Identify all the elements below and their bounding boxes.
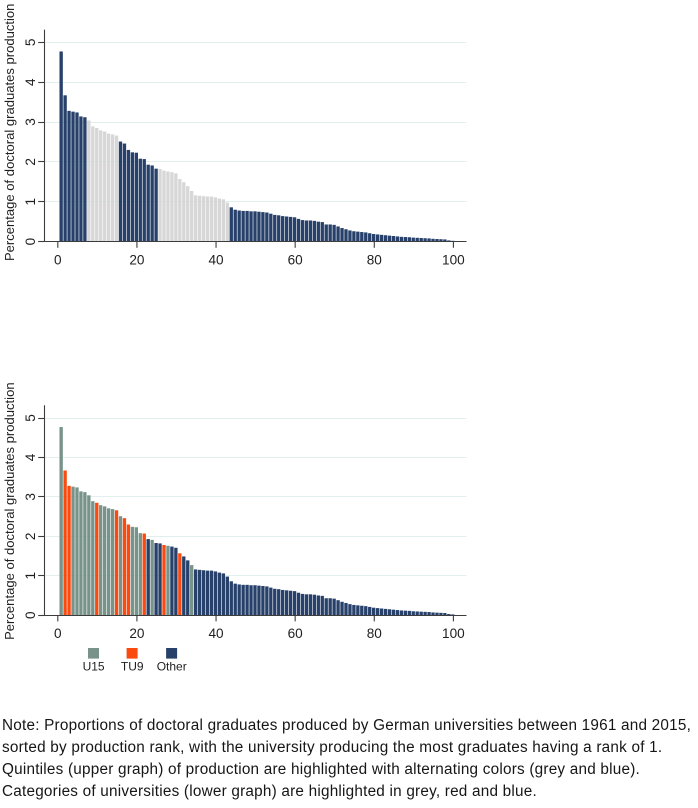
svg-text:4: 4 (23, 78, 38, 86)
svg-text:40: 40 (208, 252, 224, 267)
svg-text:0: 0 (23, 237, 38, 245)
svg-text:Other: Other (157, 660, 187, 674)
svg-text:20: 20 (129, 626, 145, 641)
svg-text:1: 1 (23, 198, 38, 206)
svg-text:5: 5 (23, 414, 38, 422)
svg-text:Percentage of doctoral graduat: Percentage of doctoral graduates product… (2, 382, 17, 640)
svg-text:0: 0 (54, 252, 62, 267)
svg-text:0: 0 (23, 611, 38, 619)
svg-text:100: 100 (442, 252, 465, 267)
svg-text:2: 2 (23, 158, 38, 166)
svg-text:0: 0 (54, 626, 62, 641)
svg-text:60: 60 (288, 252, 304, 267)
svg-text:100: 100 (442, 626, 465, 641)
svg-text:3: 3 (23, 118, 38, 126)
svg-text:80: 80 (367, 252, 383, 267)
svg-text:80: 80 (367, 626, 383, 641)
svg-text:1: 1 (23, 572, 38, 580)
svg-text:60: 60 (288, 626, 304, 641)
svg-text:2: 2 (23, 533, 38, 541)
svg-text:5: 5 (23, 39, 38, 47)
svg-text:3: 3 (23, 493, 38, 501)
svg-text:20: 20 (129, 252, 145, 267)
svg-text:40: 40 (208, 626, 224, 641)
svg-text:TU9: TU9 (121, 660, 144, 674)
svg-text:U15: U15 (83, 660, 105, 674)
svg-text:4: 4 (23, 453, 38, 461)
svg-text:Percentage of doctoral graduat: Percentage of doctoral graduates product… (2, 4, 17, 262)
